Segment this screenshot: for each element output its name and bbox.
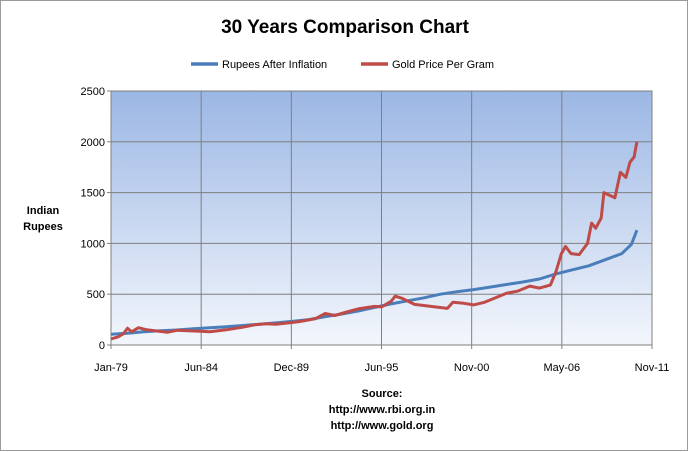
y-tick-label: 0	[99, 340, 105, 352]
source-heading: Source:	[362, 388, 403, 400]
source-gold: http://www.gold.org	[331, 420, 434, 432]
legend-label-gold: Gold Price Per Gram	[392, 59, 494, 71]
y-tick-label: 2500	[81, 86, 105, 98]
y-axis-label-line-1: Indian	[27, 205, 60, 217]
grid-lines	[111, 90, 652, 346]
x-axis-ticks: Jan-79 Jun-84 Dec-89 Jun-95 Nov-00 May-06 Nov-…	[94, 345, 669, 374]
y-tick-label: 500	[87, 289, 105, 301]
legend-label-rupees: Rupees After Inflation	[222, 59, 327, 71]
series-line-gold-price-per-gram	[110, 141, 639, 341]
legend: Rupees After Inflation Gold Price Per Gr…	[191, 59, 494, 71]
x-tick-label: May-06	[543, 362, 580, 374]
y-axis-ticks: 0 500 1000 1500 2000 2500	[81, 86, 111, 352]
x-tick-label: Dec-89	[274, 362, 309, 374]
x-tick-label: Jun-84	[184, 362, 218, 374]
x-tick-label: Jan-79	[94, 362, 128, 374]
y-tick-label: 2000	[81, 137, 105, 149]
chart-title: 30 Years Comparison Chart	[221, 17, 469, 38]
x-tick-label: Jun-95	[365, 362, 399, 374]
y-tick-label: 1000	[81, 238, 105, 250]
y-tick-label: 1500	[81, 188, 105, 200]
source-rbi: http://www.rbi.org.in	[329, 404, 436, 416]
x-tick-label: Nov-00	[454, 362, 489, 374]
series-layer	[110, 141, 639, 341]
x-tick-label: Nov-11	[635, 362, 670, 374]
y-axis-label-line-2: Rupees	[23, 221, 63, 233]
